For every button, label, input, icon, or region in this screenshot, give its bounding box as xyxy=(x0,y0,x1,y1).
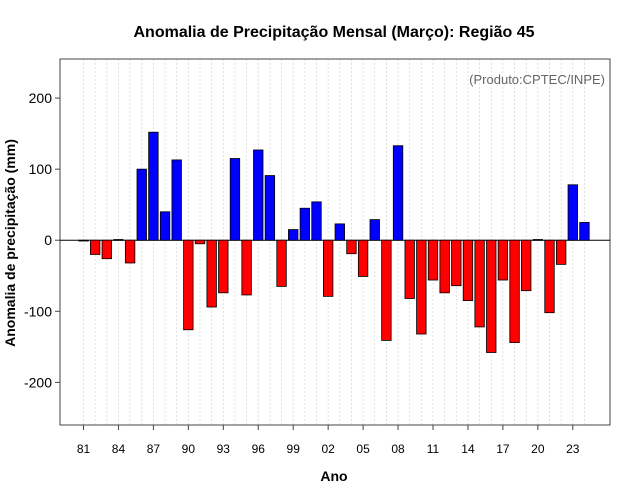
bar-2009 xyxy=(404,239,415,299)
bar-2014 xyxy=(462,239,474,302)
bar-2007 xyxy=(381,239,392,341)
bar-2017 xyxy=(497,239,509,281)
bar-2023 xyxy=(567,184,578,241)
bar-2010 xyxy=(416,239,427,335)
bar-2004 xyxy=(346,239,357,255)
bar-1989 xyxy=(171,159,182,241)
bar-2021 xyxy=(544,239,555,314)
bar-1992 xyxy=(206,239,217,308)
bar-1982 xyxy=(90,239,101,255)
bar-1994 xyxy=(229,158,241,241)
bar-1998 xyxy=(276,239,287,287)
chart-title: Anomalia de Precipitação Mensal (Março):… xyxy=(133,24,534,41)
bar-1985 xyxy=(124,239,136,264)
bar-1990 xyxy=(183,239,194,331)
x-tick-label: 87 xyxy=(147,442,161,456)
bar-1996 xyxy=(253,149,264,241)
x-tick-label: 05 xyxy=(356,442,370,456)
x-tick-label: 11 xyxy=(427,442,440,456)
bar-1986 xyxy=(136,168,147,241)
bar-2000 xyxy=(299,207,311,241)
x-tick-label: 20 xyxy=(531,442,545,456)
vertical-gridlines xyxy=(83,59,585,425)
x-axis: 81 84 87 90 93 96 99 02 05 08 11 14 17 20 23 xyxy=(77,425,580,456)
bar-1981 xyxy=(78,239,89,242)
bar-1983 xyxy=(101,239,112,260)
x-tick-label: 81 xyxy=(77,442,91,456)
x-tick-label: 17 xyxy=(496,442,510,456)
bar-1984 xyxy=(113,239,124,241)
x-tick-label: 08 xyxy=(391,442,405,456)
bar-2001 xyxy=(311,201,322,241)
y-tick-label: 0 xyxy=(44,232,52,248)
x-tick-label: 93 xyxy=(217,442,231,456)
bar-1995 xyxy=(241,239,252,296)
y-tick-label: -100 xyxy=(24,303,52,319)
credit-text: (Produto:CPTEC/INPE) xyxy=(469,72,605,87)
bar-2019 xyxy=(521,239,532,292)
bar-1991 xyxy=(194,239,206,245)
bar-2018 xyxy=(509,239,520,343)
bar-1993 xyxy=(218,239,229,294)
bar-2015 xyxy=(474,239,485,328)
bar-2011 xyxy=(427,239,439,281)
x-tick-label: 99 xyxy=(287,442,301,456)
plot-frame xyxy=(59,58,611,426)
y-axis-label: Anomalia de precipitação (mm) xyxy=(2,139,18,347)
bar-1997 xyxy=(264,175,276,241)
y-tick-label: -200 xyxy=(24,374,52,390)
bar-2008 xyxy=(392,145,404,241)
x-tick-label: 96 xyxy=(252,442,266,456)
bar-1999 xyxy=(288,229,299,241)
y-tick-label: 100 xyxy=(29,161,53,177)
bars-group xyxy=(78,131,590,353)
bar-2013 xyxy=(451,239,462,287)
bar-2003 xyxy=(334,223,345,241)
bar-1988 xyxy=(159,211,171,241)
y-tick-label: 200 xyxy=(29,90,53,106)
x-tick-label: 84 xyxy=(112,442,126,456)
bar-1987 xyxy=(148,131,159,241)
bar-2016 xyxy=(486,239,497,353)
y-axis: -200 -100 0 100 200 xyxy=(24,90,60,390)
bar-2020 xyxy=(532,239,543,241)
x-axis-label: Ano xyxy=(320,468,347,484)
bar-2012 xyxy=(439,239,450,294)
bar-2024 xyxy=(579,222,590,241)
x-tick-label: 02 xyxy=(321,442,335,456)
bar-2005 xyxy=(357,239,369,277)
bar-2002 xyxy=(322,239,334,297)
x-tick-label: 90 xyxy=(182,442,196,456)
x-tick-label: 14 xyxy=(461,442,475,456)
bar-2022 xyxy=(556,239,567,265)
x-tick-label: 23 xyxy=(566,442,580,456)
bar-2006 xyxy=(369,219,380,241)
